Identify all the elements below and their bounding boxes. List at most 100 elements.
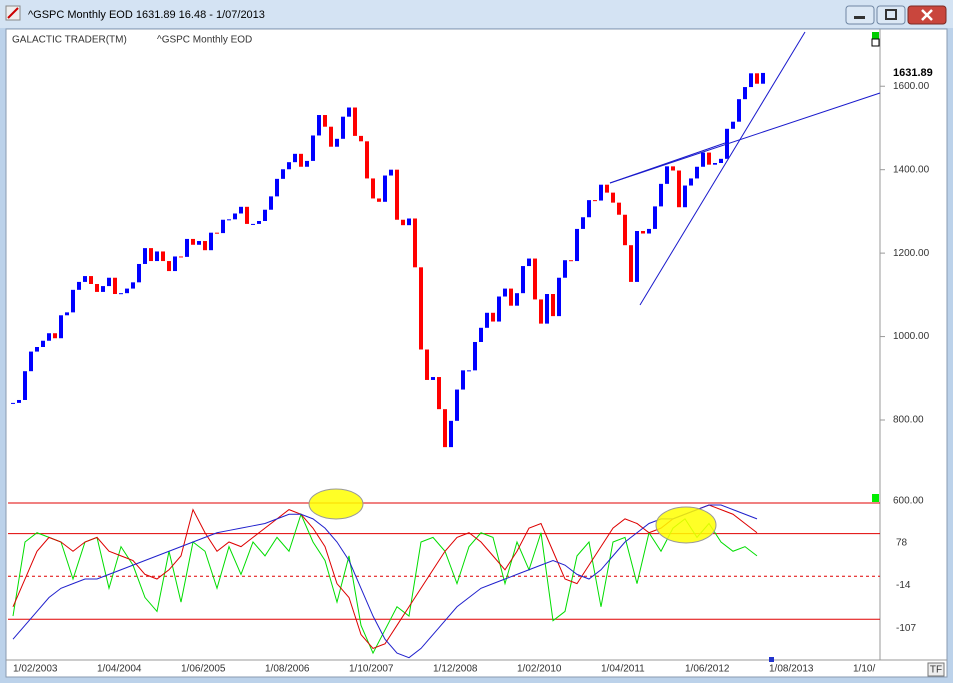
candle bbox=[209, 232, 213, 251]
candle bbox=[29, 351, 33, 372]
candle bbox=[455, 389, 459, 421]
candle bbox=[419, 267, 423, 350]
candle bbox=[323, 115, 327, 127]
title-bar bbox=[0, 0, 953, 28]
candle bbox=[515, 293, 519, 306]
window-title: ^GSPC Monthly EOD 1631.89 16.48 - 1/07/2… bbox=[28, 9, 265, 21]
candle bbox=[671, 166, 675, 171]
candle bbox=[761, 72, 765, 84]
candle bbox=[575, 228, 579, 262]
x-tick-label: 1/02/2010 bbox=[517, 664, 562, 675]
candle bbox=[461, 370, 465, 390]
candle bbox=[47, 333, 51, 341]
candle bbox=[611, 192, 615, 203]
minimize-button[interactable] bbox=[845, 5, 875, 25]
candle bbox=[131, 282, 135, 289]
close-glyph bbox=[921, 9, 933, 21]
chart-title: GALACTIC TRADER(TM) bbox=[12, 35, 127, 46]
highlight bbox=[308, 488, 364, 520]
candle bbox=[599, 184, 603, 201]
marker bbox=[871, 38, 880, 47]
app-icon-glyph bbox=[7, 7, 19, 19]
candle bbox=[365, 141, 369, 179]
maximize-button[interactable] bbox=[876, 5, 906, 25]
candle bbox=[443, 409, 447, 448]
candle bbox=[629, 245, 633, 282]
candle bbox=[485, 312, 489, 328]
candle bbox=[275, 178, 279, 197]
candle bbox=[593, 200, 597, 202]
candle bbox=[437, 377, 441, 410]
indicator-line bbox=[12, 504, 758, 659]
candle bbox=[305, 160, 309, 167]
candle bbox=[659, 183, 663, 207]
candle bbox=[695, 166, 699, 179]
candle bbox=[191, 238, 195, 245]
trend-line bbox=[639, 31, 806, 306]
candle bbox=[731, 121, 735, 129]
x-tick-label: 1/12/2008 bbox=[433, 664, 478, 675]
candle bbox=[281, 169, 285, 179]
x-tick-label: 1/04/2004 bbox=[97, 664, 142, 675]
candle bbox=[239, 206, 243, 214]
x-tick-label: 1/10/ bbox=[853, 664, 875, 675]
candle bbox=[737, 99, 741, 122]
x-tick-label: 1/04/2011 bbox=[601, 664, 645, 675]
candle bbox=[179, 256, 183, 258]
candle bbox=[23, 371, 27, 400]
plot: 800.00 1000.00 1200.00 1400.00 1600.00 1/02/2… bbox=[8, 67, 933, 675]
candle bbox=[11, 402, 15, 404]
candle bbox=[203, 241, 207, 251]
candle bbox=[335, 138, 339, 147]
candle bbox=[563, 260, 567, 278]
candle bbox=[677, 170, 681, 208]
minimize-glyph bbox=[854, 16, 865, 19]
candle bbox=[65, 312, 69, 316]
candle bbox=[329, 126, 333, 147]
candle bbox=[497, 296, 501, 322]
candle bbox=[71, 289, 75, 313]
candle bbox=[245, 206, 249, 224]
x-tick-label: 1/08/2013 bbox=[769, 664, 814, 675]
candle bbox=[299, 153, 303, 167]
candle bbox=[107, 277, 111, 287]
candle bbox=[557, 277, 561, 317]
candle bbox=[173, 256, 177, 272]
candle bbox=[479, 327, 483, 342]
tf-label: TF bbox=[930, 665, 942, 676]
candle bbox=[143, 248, 147, 264]
candle bbox=[293, 153, 297, 163]
candle bbox=[539, 299, 543, 324]
candle bbox=[41, 340, 45, 347]
candle bbox=[341, 116, 345, 139]
candle bbox=[569, 260, 573, 262]
candle bbox=[77, 281, 81, 290]
candle bbox=[509, 288, 513, 306]
candle bbox=[527, 258, 531, 267]
candle bbox=[89, 276, 93, 284]
candle bbox=[413, 218, 417, 268]
candle bbox=[59, 315, 63, 339]
maximize-glyph bbox=[885, 9, 897, 20]
marker bbox=[769, 657, 774, 662]
candle bbox=[635, 231, 639, 282]
candle bbox=[113, 277, 117, 295]
candle bbox=[35, 346, 39, 352]
highlight bbox=[655, 506, 717, 544]
trend-line bbox=[609, 92, 881, 184]
x-tick-label: 1/10/2007 bbox=[349, 664, 394, 675]
candle bbox=[689, 178, 693, 186]
candle bbox=[353, 107, 357, 136]
candle bbox=[755, 73, 759, 84]
candle bbox=[653, 206, 657, 229]
candle bbox=[503, 288, 507, 297]
candle bbox=[665, 166, 669, 184]
candle bbox=[473, 341, 477, 371]
marker bbox=[872, 32, 879, 39]
candle bbox=[125, 288, 129, 294]
indicator-line bbox=[12, 512, 758, 655]
candle bbox=[431, 377, 435, 380]
tf-button[interactable] bbox=[927, 662, 945, 677]
